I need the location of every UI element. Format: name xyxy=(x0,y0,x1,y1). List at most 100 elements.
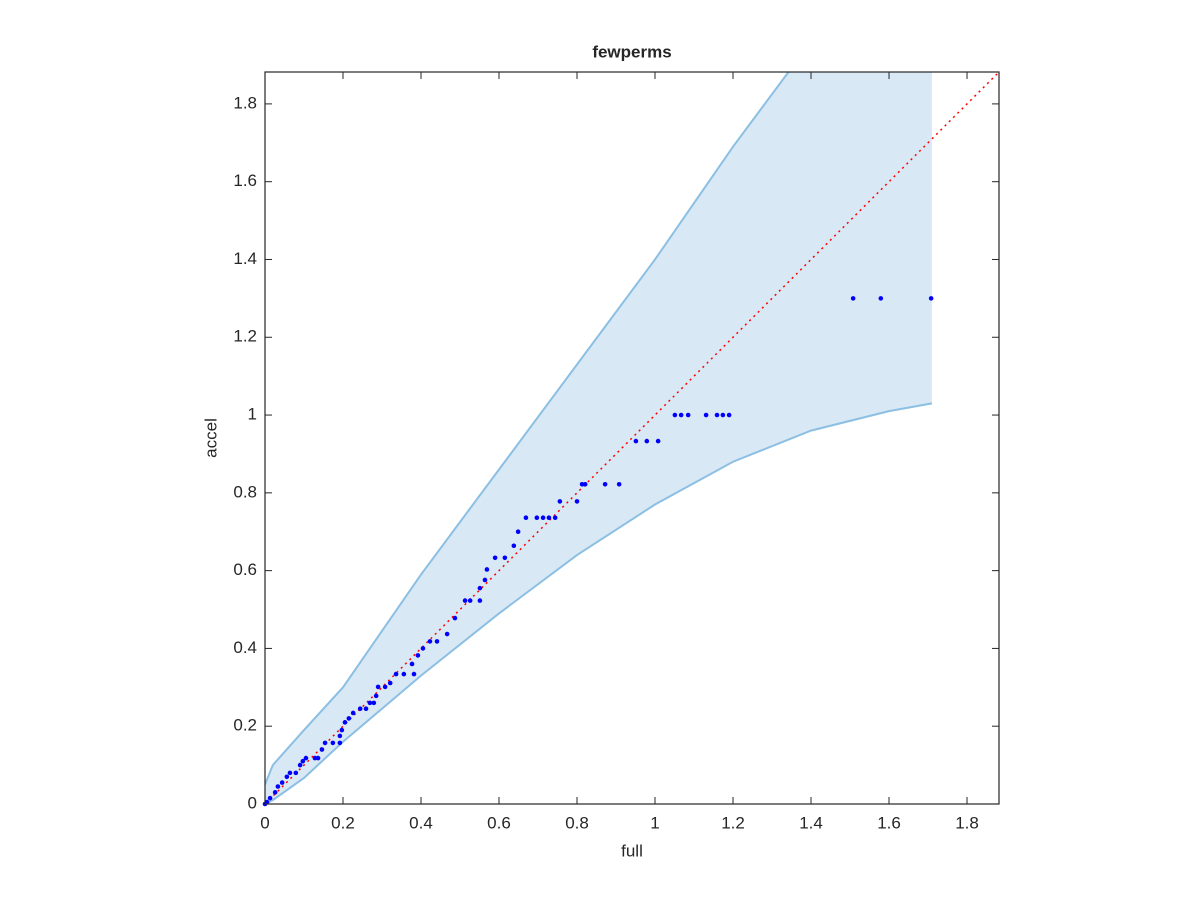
x-tick-label: 0.4 xyxy=(409,813,433,832)
data-point xyxy=(337,733,343,739)
data-point xyxy=(303,755,309,761)
y-tick-label: 0.2 xyxy=(233,716,257,735)
data-point xyxy=(415,653,421,658)
y-tick-label: 1.6 xyxy=(233,171,257,190)
data-point xyxy=(477,598,483,603)
chart-title: fewperms xyxy=(592,42,671,61)
data-point xyxy=(409,661,415,667)
data-point xyxy=(633,438,639,444)
data-point xyxy=(482,577,488,583)
data-point xyxy=(284,774,290,780)
y-tick-label: 0 xyxy=(248,793,257,812)
data-point xyxy=(452,615,458,621)
data-point xyxy=(850,296,856,301)
data-point xyxy=(279,780,285,785)
data-point xyxy=(502,555,508,561)
data-point xyxy=(523,515,529,521)
data-point xyxy=(339,727,345,733)
data-point xyxy=(371,700,377,706)
data-point xyxy=(272,790,278,795)
data-point xyxy=(434,639,440,644)
data-point xyxy=(540,515,546,521)
band-upper-edge xyxy=(265,72,790,785)
x-tick-label: 1.4 xyxy=(799,813,823,832)
x-axis-label: full xyxy=(621,841,643,860)
data-point xyxy=(678,412,684,418)
x-tick-label: 1.2 xyxy=(721,813,745,832)
y-tick-label: 1.4 xyxy=(233,249,257,268)
x-tick-label: 1 xyxy=(650,813,659,832)
data-point xyxy=(511,543,517,549)
data-point xyxy=(714,412,720,418)
x-tick-label: 1.8 xyxy=(955,813,979,832)
data-point xyxy=(375,684,381,690)
y-tick-label: 0.4 xyxy=(233,638,257,657)
data-point xyxy=(337,740,343,746)
data-point xyxy=(363,706,369,712)
data-point xyxy=(467,598,473,603)
data-point xyxy=(322,740,328,746)
data-point xyxy=(287,770,293,776)
data-point xyxy=(300,758,306,764)
data-point xyxy=(427,639,433,644)
data-point xyxy=(420,646,426,651)
data-point xyxy=(644,438,650,444)
data-point xyxy=(546,515,552,521)
y-tick-label: 0.8 xyxy=(233,482,257,501)
y-axis-label: accel xyxy=(201,418,220,458)
data-point xyxy=(672,412,678,418)
data-point xyxy=(401,671,407,677)
data-point xyxy=(703,412,709,418)
data-point xyxy=(602,481,608,487)
data-point xyxy=(484,567,490,572)
data-point xyxy=(928,296,934,301)
data-point xyxy=(685,412,691,418)
data-point xyxy=(616,481,622,487)
data-point xyxy=(330,740,336,746)
x-tick-label: 1.6 xyxy=(877,813,901,832)
data-point xyxy=(297,762,303,768)
data-point xyxy=(726,412,732,418)
data-point xyxy=(582,481,588,487)
data-point xyxy=(878,296,884,301)
data-point xyxy=(393,671,399,677)
data-point xyxy=(373,693,379,699)
data-point xyxy=(267,795,273,801)
data-point xyxy=(462,598,468,603)
data-point xyxy=(534,515,540,521)
data-point xyxy=(552,515,558,521)
data-point xyxy=(275,784,281,789)
data-point xyxy=(411,671,417,677)
y-tick-label: 1.2 xyxy=(233,327,257,346)
data-point xyxy=(444,631,450,637)
data-point xyxy=(357,706,363,712)
data-point xyxy=(319,747,325,752)
confidence-band xyxy=(265,72,932,804)
data-point xyxy=(367,700,373,706)
data-point xyxy=(387,680,393,686)
x-tick-label: 0.2 xyxy=(331,813,355,832)
data-point xyxy=(655,438,661,444)
x-tick-label: 0 xyxy=(260,813,269,832)
data-point xyxy=(574,499,580,504)
data-point xyxy=(492,555,498,561)
x-tick-label: 0.8 xyxy=(565,813,589,832)
data-point xyxy=(293,770,299,776)
data-point xyxy=(350,710,356,716)
data-point xyxy=(557,499,563,504)
axes-box xyxy=(264,71,1000,805)
y-tick-label: 0.6 xyxy=(233,560,257,579)
data-point xyxy=(342,720,348,725)
data-point xyxy=(346,716,352,721)
plot-area xyxy=(265,72,999,804)
y-tick-label: 1 xyxy=(248,405,257,424)
band-lower-edge xyxy=(265,402,933,804)
data-point xyxy=(720,412,726,418)
data-point xyxy=(382,684,388,690)
data-point xyxy=(477,585,483,591)
y-tick-label: 1.8 xyxy=(233,93,257,112)
x-tick-label: 0.6 xyxy=(487,813,511,832)
data-point xyxy=(515,529,521,535)
